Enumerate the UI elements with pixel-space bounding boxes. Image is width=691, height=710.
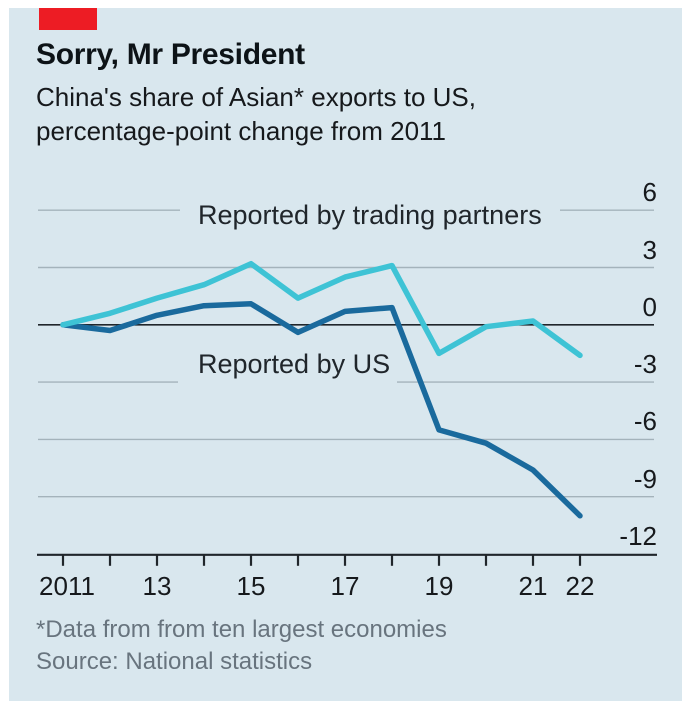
- series-label-us: Reported by US: [198, 349, 391, 379]
- chart-subtitle: China's share of Asian* exports to US, p…: [36, 82, 476, 146]
- y-tick-label: -3: [633, 349, 657, 380]
- y-tick-label: 3: [642, 234, 657, 265]
- x-tick-label: 19: [424, 570, 454, 601]
- series-label-trading-partners: Reported by trading partners: [198, 200, 542, 230]
- y-tick-label: -9: [633, 463, 657, 494]
- series-line-trading-partners: [60, 260, 583, 359]
- y-tick-label: 0: [642, 291, 657, 322]
- footnote: *Data from from ten largest economies: [36, 616, 447, 643]
- chart-card: Sorry, Mr President China's share of Asi…: [9, 8, 682, 701]
- x-tick-label: 2011: [39, 570, 95, 601]
- y-tick-label: 6: [642, 177, 657, 208]
- x-tick-label: 13: [142, 570, 172, 601]
- y-tick-label: -6: [633, 406, 657, 437]
- x-tick-label: 17: [330, 570, 360, 601]
- source-line: Source: National statistics: [36, 648, 313, 675]
- x-tick-label: 15: [236, 570, 266, 601]
- line-chart: [37, 209, 657, 566]
- y-tick-label: -12: [619, 521, 657, 551]
- chart-title: Sorry, Mr President: [36, 38, 305, 71]
- series-line-us: [60, 301, 583, 519]
- x-tick-label: 21: [518, 570, 548, 601]
- economist-red-tab: [39, 8, 97, 30]
- x-tick-label: 22: [565, 570, 595, 601]
